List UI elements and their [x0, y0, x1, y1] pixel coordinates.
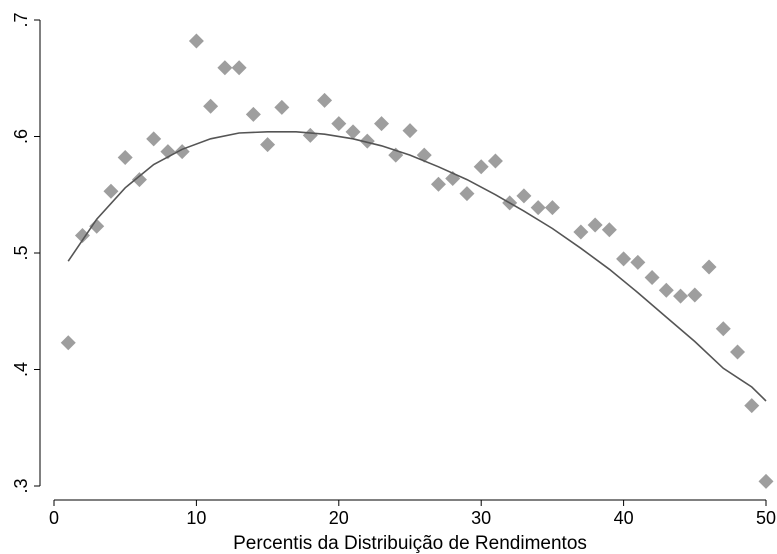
data-point: [402, 123, 418, 139]
data-point: [430, 176, 446, 192]
y-tick-label: .7: [11, 12, 31, 27]
data-point: [131, 172, 147, 188]
x-tick-label: 0: [49, 508, 59, 528]
data-point: [103, 183, 119, 199]
y-tick-label: .4: [11, 362, 31, 377]
data-point: [89, 218, 105, 234]
x-tick-label: 30: [471, 508, 491, 528]
data-point: [231, 60, 247, 76]
data-point: [616, 251, 632, 267]
data-point: [345, 124, 361, 140]
x-axis-title: Percentis da Distribuição de Rendimentos: [233, 533, 587, 554]
data-point: [217, 60, 233, 76]
data-point: [245, 106, 261, 122]
data-point: [587, 217, 603, 233]
data-point: [374, 116, 390, 132]
data-point: [744, 398, 760, 414]
x-tick-label: 10: [186, 508, 206, 528]
x-tick-label: 40: [614, 508, 634, 528]
data-point: [146, 131, 162, 147]
data-point: [544, 200, 560, 216]
data-point: [117, 149, 133, 165]
data-points: [60, 33, 774, 489]
data-point: [530, 200, 546, 216]
data-point: [673, 288, 689, 304]
data-point: [516, 188, 532, 204]
x-ticks: 0 10 20 30 40 50: [49, 500, 776, 528]
data-point: [701, 259, 717, 275]
fitted-curve: [67, 131, 767, 402]
x-tick-label: 20: [329, 508, 349, 528]
data-point: [331, 116, 347, 132]
data-point: [260, 137, 276, 153]
data-point: [74, 228, 90, 244]
x-tick-label: 50: [756, 508, 776, 528]
data-point: [658, 282, 674, 298]
data-point: [317, 92, 333, 108]
data-point: [730, 344, 746, 360]
data-point: [758, 473, 774, 489]
data-point: [473, 159, 489, 175]
data-point: [188, 33, 204, 49]
y-tick-label: .6: [11, 129, 31, 144]
y-tick-label: .5: [11, 245, 31, 260]
data-point: [459, 186, 475, 202]
data-point: [573, 224, 589, 240]
data-point: [687, 287, 703, 303]
y-tick-label: .3: [11, 478, 31, 493]
y-ticks: .3 .4 .5 .6 .7: [11, 12, 40, 494]
data-point: [487, 153, 503, 169]
data-point: [715, 321, 731, 337]
data-point: [274, 99, 290, 115]
data-point: [630, 254, 646, 270]
data-point: [644, 269, 660, 285]
data-point: [359, 133, 375, 149]
data-point: [302, 127, 318, 143]
data-point: [601, 222, 617, 238]
axes: .3 .4 .5 .6 .7 0 10 20 30 40 50: [11, 12, 776, 528]
data-point: [203, 98, 219, 114]
data-point: [60, 335, 76, 351]
